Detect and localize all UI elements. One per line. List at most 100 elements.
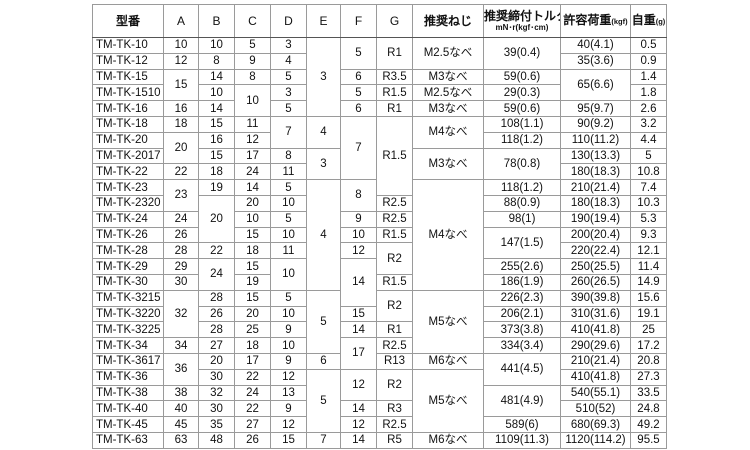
cell-torque: 118(1.2) [483, 179, 561, 196]
header-torque-unit: mN･r(kgf･cm) [495, 23, 549, 32]
cell-weight: 20.8 [630, 352, 667, 370]
cell-model: TM-TK-2017 [92, 147, 164, 165]
cell-a: 30 [163, 273, 199, 291]
cell-weight: 2.6 [630, 100, 667, 117]
header-screw: 推奨ねじ [412, 4, 484, 38]
cell-c: 25 [234, 321, 271, 339]
cell-c: 17 [234, 352, 271, 370]
cell-f: 17 [340, 337, 377, 370]
header-torque: 推奨締付トルク mN･r(kgf･cm) [483, 4, 561, 38]
cell-c: 22 [234, 368, 271, 386]
table-row: TM-TK-26 26 15 10 10 R1.5 147(1.5) 200(20.4) 9.3 [92, 226, 667, 260]
cell-weight: 11.4 [630, 258, 667, 275]
cell-torque: 59(0.6) [483, 100, 561, 117]
cell-load: 35(3.6) [560, 52, 631, 70]
cell-a: 16 [163, 100, 199, 117]
cell-a: 10 [163, 37, 199, 54]
table-body: TM-TK-10 10 10 5 3 3 5 R1 M2.5なべ 39(0.4) 40(4.1) 0.… [92, 37, 667, 449]
header-c: C [234, 4, 271, 38]
table-row: TM-TK-3215 32 28 15 5 5 R2 M5なべ 226(2.3) 390(39.8… [92, 289, 667, 354]
cell-load: 290(29.6) [560, 337, 631, 354]
cell-load: 180(18.3) [560, 163, 631, 181]
cell-weight: 9.3 [630, 226, 667, 244]
cell-model: TM-TK-36 [92, 368, 164, 386]
cell-g: R2.5 [376, 416, 413, 433]
cell-model: TM-TK-18 [92, 115, 164, 133]
cell-torque: 441(4.5) [483, 352, 561, 386]
cell-load: 390(39.8) [560, 289, 631, 307]
table-row: TM-TK-63 63 48 26 15 7 14 R5 M6なべ 1109(11.3) 1120(… [92, 431, 667, 449]
cell-load: 110(11.2) [560, 131, 631, 149]
cell-weight: 17.2 [630, 337, 667, 354]
cell-d: 5 [270, 289, 307, 307]
cell-b: 10 [198, 84, 235, 102]
header-load-label: 許容荷重 [563, 13, 612, 27]
cell-b: 8 [198, 52, 235, 70]
cell-f: 6 [340, 100, 377, 117]
cell-load: 510(52) [560, 400, 631, 418]
cell-model: TM-TK-28 [92, 242, 164, 260]
cell-load: 220(22.4) [560, 242, 631, 260]
cell-f: 8 [340, 179, 377, 212]
cell-c: 15 [234, 289, 271, 307]
cell-b: 32 [198, 384, 235, 402]
cell-weight: 10.3 [630, 194, 667, 212]
table-row: TM-TK-29 29 24 15 10 14 255(2.6) 250(25.5) 11.4 [92, 258, 667, 307]
cell-model: TM-TK-45 [92, 416, 164, 433]
spec-table: 型番 A B C D E F G 推奨ねじ 推奨締付トルク mN･r(kgf･c… [92, 4, 667, 449]
cell-g: R1 [376, 100, 413, 117]
cell-model: TM-TK-38 [92, 384, 164, 402]
cell-g: R1.5 [376, 115, 413, 196]
cell-d: 8 [270, 147, 307, 165]
cell-d: 15 [270, 431, 307, 449]
table-row: TM-TK-40 40 30 22 9 14 R3 510(52) 24.8 [92, 400, 667, 418]
cell-e: 5 [306, 289, 341, 354]
cell-b: 19 [198, 179, 235, 196]
cell-b: 20 [198, 352, 235, 370]
cell-model: TM-TK-23 [92, 179, 164, 196]
table-row: TM-TK-24 24 10 5 9 R2.5 98(1) 190(19.4) 5.3 [92, 210, 667, 228]
cell-load: 410(41.8) [560, 368, 631, 386]
cell-a: 34 [163, 337, 199, 354]
table-row: TM-TK-2017 15 17 8 3 M3なべ 78(0.8) 130(13.3) 5 [92, 147, 667, 181]
cell-c: 18 [234, 242, 271, 260]
header-g: G [376, 4, 413, 38]
cell-b: 20 [198, 194, 235, 244]
cell-g: R1.5 [376, 273, 413, 291]
cell-model: TM-TK-26 [92, 226, 164, 244]
cell-d: 3 [270, 84, 307, 102]
cell-d: 9 [270, 321, 307, 339]
cell-torque: 1109(11.3) [483, 431, 561, 449]
cell-c: 14 [234, 179, 271, 196]
cell-model: TM-TK-1510 [92, 84, 164, 102]
cell-weight: 25 [630, 321, 667, 339]
cell-g: R1.5 [376, 84, 413, 102]
cell-c: 18 [234, 337, 271, 354]
cell-model: TM-TK-63 [92, 431, 164, 449]
cell-load: 95(9.7) [560, 100, 631, 117]
cell-e: 3 [306, 37, 341, 117]
cell-load: 40(4.1) [560, 37, 631, 54]
cell-d: 11 [270, 242, 307, 260]
header-torque-label: 推奨締付トルク [484, 9, 561, 23]
cell-torque: 206(2.1) [483, 305, 561, 323]
cell-g: R3.5 [376, 68, 413, 86]
cell-c: 15 [234, 226, 271, 244]
cell-weight: 24.8 [630, 400, 667, 418]
cell-load: 180(18.3) [560, 194, 631, 212]
cell-f: 12 [340, 416, 377, 433]
cell-c: 17 [234, 147, 271, 165]
cell-screw: M5なべ [412, 289, 484, 354]
header-d: D [270, 4, 307, 38]
cell-screw: M3なべ [412, 68, 484, 86]
cell-g: R2 [376, 242, 413, 275]
cell-a: 26 [163, 226, 199, 244]
cell-a: 24 [163, 210, 199, 228]
cell-f: 9 [340, 210, 377, 228]
cell-a: 20 [163, 131, 199, 165]
cell-b: 15 [198, 147, 235, 165]
cell-screw: M5なべ [412, 368, 484, 433]
cell-b: 30 [198, 400, 235, 418]
cell-torque: 481(4.9) [483, 384, 561, 418]
table-row: TM-TK-22 22 18 24 11 180(18.3) 10.8 [92, 163, 667, 181]
